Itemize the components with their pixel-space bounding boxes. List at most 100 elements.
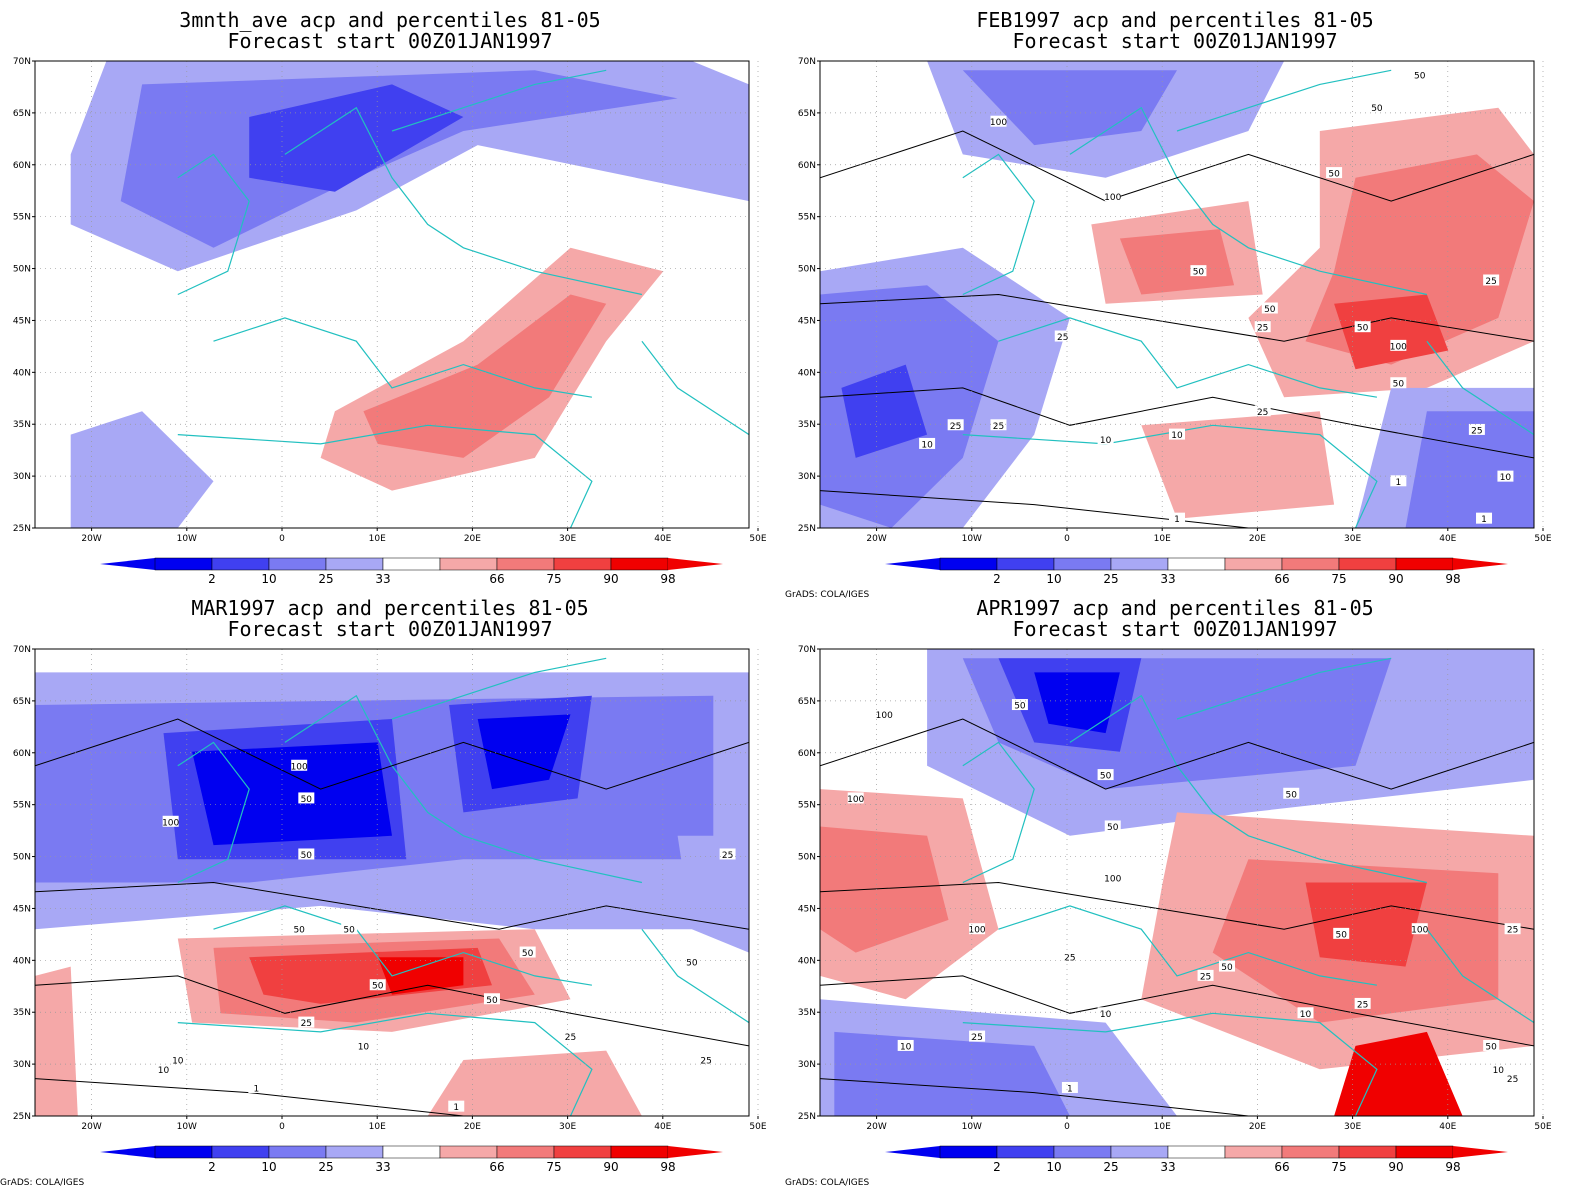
contour-label-bg (1504, 923, 1521, 935)
lon-tick-label: 20W (81, 1122, 101, 1132)
lat-tick-label: 60N (13, 161, 31, 171)
contour-label-bg (969, 1030, 986, 1042)
shade-p66 (1141, 411, 1335, 519)
lat-tick-label: 55N (798, 213, 816, 223)
contour-label: 10 (1100, 1010, 1112, 1020)
colorbar-segment (154, 557, 213, 571)
contour-label-bg (990, 115, 1007, 127)
lat-tick-label: 40N (798, 368, 816, 378)
lon-tick-label: 50E (1534, 534, 1551, 544)
lon-tick-label: 30E (559, 1122, 576, 1132)
contour-label-bg (1097, 1007, 1114, 1019)
contour-label: 10 (1493, 1066, 1505, 1076)
contour-label-bg (1390, 377, 1407, 389)
contour-label-bg (169, 1053, 186, 1065)
contour-label: 25 (301, 1019, 312, 1029)
lat-tick-label: 70N (13, 645, 31, 655)
contour-label: 50 (1014, 702, 1026, 712)
contour-label-bg (1254, 321, 1271, 333)
contour-label: 50 (522, 949, 534, 959)
shade-p2 (477, 714, 571, 790)
grid-lines (35, 61, 759, 528)
lon-tick-label: 40E (1439, 534, 1456, 544)
lon-tick-label: 20E (464, 1122, 481, 1132)
lat-tick-label: 30N (13, 472, 31, 482)
colorbar-label: 25 (1103, 1160, 1118, 1174)
colorbar-segment (1281, 1145, 1340, 1159)
contour-label: 50 (1286, 790, 1298, 800)
contour-label-bg (341, 923, 358, 935)
contour-label-bg (1097, 433, 1114, 445)
contour-label-bg (162, 815, 179, 827)
colorbar-segment (211, 557, 270, 571)
colorbar-label: 98 (1445, 1160, 1460, 1174)
panel-title-line2: Forecast start 00Z01JAN1997 (1012, 29, 1338, 53)
contour-label: 25 (1257, 324, 1268, 334)
contour-label: 1 (253, 1084, 259, 1094)
lon-tick-label: 30E (1344, 534, 1361, 544)
lon-tick-label: 50E (749, 1122, 766, 1132)
contour-label-bg (1104, 871, 1121, 883)
contour-label: 50 (1357, 324, 1369, 334)
lon-tick-label: 10W (962, 534, 982, 544)
contour-label: 100 (1411, 926, 1428, 936)
contour-label: 100 (162, 818, 179, 828)
contour-label-bg (847, 792, 864, 804)
contour-label: 1 (453, 1103, 459, 1113)
colorbar-segment (1281, 557, 1340, 571)
colorbar-segment (325, 557, 384, 571)
contour-label: 50 (1335, 930, 1347, 940)
contour-label-bg (1411, 923, 1428, 935)
contour-label-bg (1261, 302, 1278, 314)
contour-label: 50 (1221, 963, 1233, 973)
lon-tick-label: 20W (866, 534, 886, 544)
lon-tick-label: 10E (369, 534, 386, 544)
contour-label: 25 (1485, 277, 1496, 287)
contour-label: 25 (565, 1033, 576, 1043)
colorbar-segment (496, 557, 555, 571)
contour-label-bg (483, 993, 500, 1005)
shade-p25 (834, 1031, 1070, 1116)
lat-tick-label: 65N (798, 109, 816, 119)
contour-label-bg (1218, 960, 1235, 972)
contour-label: 25 (993, 422, 1004, 432)
colorbar-label: 66 (1274, 572, 1289, 586)
map-3mnth-ave: 70N 65N 60N 55N 50N 45N 40N 35N 30N 25N 20W 10W 0 10E… (13, 57, 767, 586)
contour-label-bg (1390, 339, 1407, 351)
contour-label-bg (1504, 1072, 1521, 1084)
contour-label-bg (1197, 969, 1214, 981)
contour-label-bg (1169, 512, 1185, 524)
colorbar-label: 2 (208, 1160, 216, 1174)
plot-frame (819, 648, 1535, 1117)
contour-label-bg (876, 708, 893, 720)
contour-label: 10 (921, 440, 933, 450)
lat-tick-label: 50N (13, 853, 31, 863)
colorbar-segment (1053, 557, 1112, 571)
colorbar-segment (939, 1145, 998, 1159)
contour-label-bg (1054, 330, 1071, 342)
lon-tick-label: 20E (1249, 534, 1266, 544)
lon-tick-label: 50E (749, 534, 766, 544)
contour-label-bg (1011, 699, 1028, 711)
lat-tick-label: 35N (13, 420, 31, 430)
contour-label: 50 (1100, 772, 1112, 782)
lon-tick-label: 10W (962, 1122, 982, 1132)
contour-label: 50 (293, 926, 305, 936)
contour-label-bg (1104, 820, 1121, 832)
colorbar-segment (211, 1145, 270, 1159)
contour-label-bg (1283, 787, 1300, 799)
contour-label: 100 (876, 711, 893, 721)
lat-tick-label: 30N (798, 472, 816, 482)
lon-tick-label: 10W (177, 534, 197, 544)
lat-tick-label: 45N (798, 904, 816, 914)
lat-tick-label: 25N (13, 1112, 31, 1122)
shade-p98 (1334, 1031, 1463, 1116)
shade-p75 (363, 294, 607, 458)
colorbar-segment (1224, 1145, 1283, 1159)
lat-tick-label: 25N (798, 1112, 816, 1122)
lon-tick-label: 30E (559, 534, 576, 544)
colorbar-arrow-high (668, 558, 723, 570)
contour-label-bg (1468, 423, 1485, 435)
contour-label: 50 (1264, 305, 1276, 315)
